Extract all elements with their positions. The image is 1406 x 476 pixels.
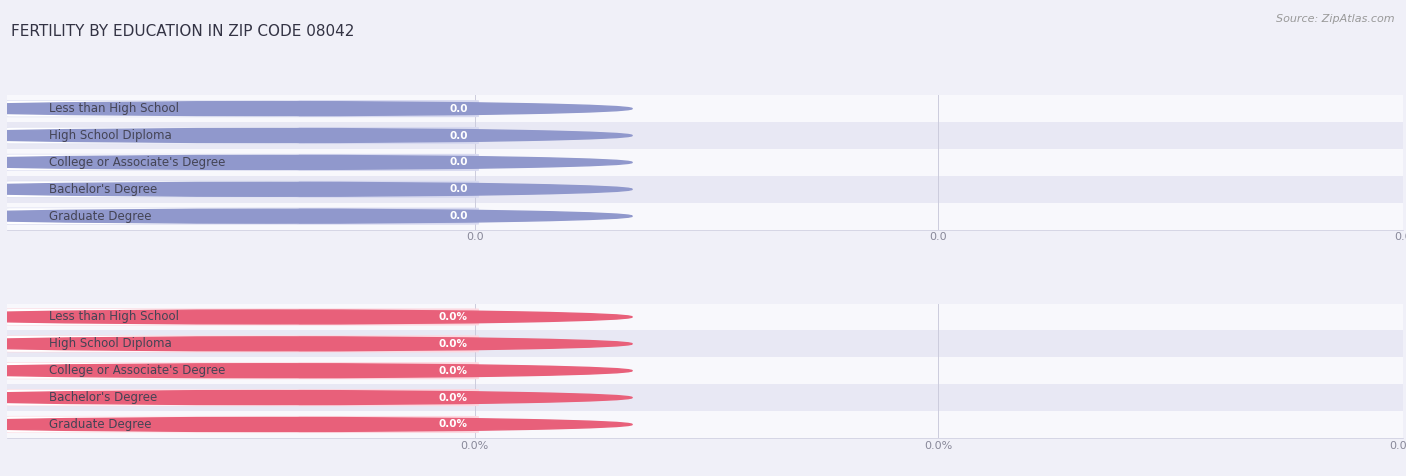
Text: 0.0%: 0.0% xyxy=(439,312,468,322)
FancyBboxPatch shape xyxy=(3,208,479,225)
Circle shape xyxy=(0,391,633,405)
Circle shape xyxy=(0,417,633,431)
Bar xyxy=(7,176,1403,203)
FancyBboxPatch shape xyxy=(3,100,479,117)
FancyBboxPatch shape xyxy=(7,100,299,117)
Text: FERTILITY BY EDUCATION IN ZIP CODE 08042: FERTILITY BY EDUCATION IN ZIP CODE 08042 xyxy=(11,24,354,39)
FancyBboxPatch shape xyxy=(3,362,479,379)
FancyBboxPatch shape xyxy=(7,208,299,224)
Bar xyxy=(7,304,1403,330)
FancyBboxPatch shape xyxy=(7,181,299,197)
Text: 0.0: 0.0 xyxy=(450,184,468,194)
Bar xyxy=(7,95,1403,122)
FancyBboxPatch shape xyxy=(7,336,299,352)
Bar xyxy=(7,203,1403,229)
Text: 0.0%: 0.0% xyxy=(439,419,468,429)
Circle shape xyxy=(0,310,633,324)
Circle shape xyxy=(0,209,633,223)
Bar xyxy=(7,357,1403,384)
Circle shape xyxy=(0,102,633,116)
FancyBboxPatch shape xyxy=(7,416,299,433)
Bar xyxy=(7,330,1403,357)
Text: 0.0: 0.0 xyxy=(450,130,468,140)
Bar xyxy=(7,149,1403,176)
FancyBboxPatch shape xyxy=(7,128,299,143)
Bar xyxy=(7,411,1403,438)
Text: 0.0%: 0.0% xyxy=(439,339,468,349)
Text: 0.0: 0.0 xyxy=(450,211,468,221)
Text: 0.0: 0.0 xyxy=(450,104,468,114)
Circle shape xyxy=(0,155,633,169)
Text: Source: ZipAtlas.com: Source: ZipAtlas.com xyxy=(1277,14,1395,24)
Circle shape xyxy=(0,364,633,378)
Circle shape xyxy=(0,337,633,351)
FancyBboxPatch shape xyxy=(3,308,479,326)
Text: Graduate Degree: Graduate Degree xyxy=(49,418,152,431)
Bar xyxy=(7,122,1403,149)
Text: College or Associate's Degree: College or Associate's Degree xyxy=(49,364,225,377)
FancyBboxPatch shape xyxy=(3,389,479,406)
Text: College or Associate's Degree: College or Associate's Degree xyxy=(49,156,225,169)
FancyBboxPatch shape xyxy=(3,335,479,352)
Text: Bachelor's Degree: Bachelor's Degree xyxy=(49,183,157,196)
Circle shape xyxy=(0,182,633,196)
FancyBboxPatch shape xyxy=(7,154,299,170)
FancyBboxPatch shape xyxy=(7,363,299,379)
Text: Less than High School: Less than High School xyxy=(49,310,179,324)
Text: Bachelor's Degree: Bachelor's Degree xyxy=(49,391,157,404)
Bar xyxy=(7,384,1403,411)
Text: Graduate Degree: Graduate Degree xyxy=(49,209,152,223)
FancyBboxPatch shape xyxy=(7,309,299,325)
FancyBboxPatch shape xyxy=(7,390,299,406)
Text: 0.0%: 0.0% xyxy=(439,393,468,403)
Circle shape xyxy=(0,129,633,142)
Text: High School Diploma: High School Diploma xyxy=(49,129,172,142)
FancyBboxPatch shape xyxy=(3,154,479,171)
FancyBboxPatch shape xyxy=(3,416,479,433)
Text: Less than High School: Less than High School xyxy=(49,102,179,115)
FancyBboxPatch shape xyxy=(3,127,479,144)
Text: High School Diploma: High School Diploma xyxy=(49,337,172,350)
Text: 0.0: 0.0 xyxy=(450,158,468,168)
FancyBboxPatch shape xyxy=(3,181,479,198)
Text: 0.0%: 0.0% xyxy=(439,366,468,376)
